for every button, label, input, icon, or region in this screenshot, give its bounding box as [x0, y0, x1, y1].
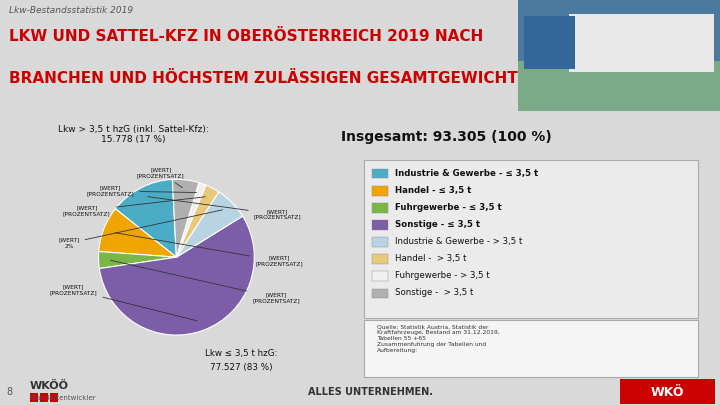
Wedge shape — [99, 216, 254, 335]
Text: Lkw-Bestandsstatistik 2019: Lkw-Bestandsstatistik 2019 — [9, 6, 133, 15]
Text: [WERT]
[PROZENTSATZ]: [WERT] [PROZENTSATZ] — [63, 197, 205, 216]
Bar — [40, 393, 48, 402]
Text: Standortentwickler: Standortentwickler — [30, 395, 96, 401]
Text: Sonstige - ≤ 3,5 t: Sonstige - ≤ 3,5 t — [395, 220, 480, 229]
Bar — [372, 220, 388, 230]
Wedge shape — [176, 185, 219, 257]
Wedge shape — [176, 192, 243, 257]
Bar — [518, 61, 720, 111]
Text: [WERT]
[PROZENTSATZ]: [WERT] [PROZENTSATZ] — [115, 233, 303, 266]
Text: Sonstige -  > 3,5 t: Sonstige - > 3,5 t — [395, 288, 474, 297]
Bar — [524, 16, 575, 69]
FancyBboxPatch shape — [364, 320, 698, 377]
Text: Quelle: Statistik Austria, Statistik der
Kraftfahrzeuge, Bestand am 31.12.2019,
: Quelle: Statistik Austria, Statistik der… — [377, 324, 500, 353]
Text: LKW UND SATTEL-KFZ IN OBERÖSTERREICH 2019 NACH: LKW UND SATTEL-KFZ IN OBERÖSTERREICH 201… — [9, 29, 484, 44]
Bar — [372, 186, 388, 196]
Bar — [569, 15, 714, 72]
FancyBboxPatch shape — [364, 160, 698, 318]
Text: Lkw ≤ 3,5 t hzG:: Lkw ≤ 3,5 t hzG: — [205, 349, 277, 358]
Text: [WERT]
[PROZENTSATZ]: [WERT] [PROZENTSATZ] — [111, 260, 300, 303]
Bar — [30, 393, 38, 402]
Text: Fuhrgewerbe - ≤ 3,5 t: Fuhrgewerbe - ≤ 3,5 t — [395, 203, 502, 212]
Text: ALLES UNTERNEHMEN.: ALLES UNTERNEHMEN. — [307, 387, 433, 397]
Text: [WERT]
[PROZENTSATZ]: [WERT] [PROZENTSATZ] — [137, 168, 185, 188]
Text: [WERT]
[PROZENTSATZ]: [WERT] [PROZENTSATZ] — [50, 284, 197, 321]
Bar — [372, 203, 388, 213]
Bar — [50, 393, 58, 402]
Bar — [372, 237, 388, 247]
Bar — [372, 271, 388, 281]
Wedge shape — [172, 179, 199, 257]
Text: Handel -  > 3,5 t: Handel - > 3,5 t — [395, 254, 467, 263]
Wedge shape — [115, 179, 176, 257]
Bar — [372, 254, 388, 264]
Bar — [620, 379, 715, 404]
Text: Lkw > 3,5 t hzG (inkl. Sattel-Kfz):
15.778 (17 %): Lkw > 3,5 t hzG (inkl. Sattel-Kfz): 15.7… — [58, 125, 209, 144]
Text: Fuhrgewerbe - > 3,5 t: Fuhrgewerbe - > 3,5 t — [395, 271, 490, 280]
Text: Industrie & Gewerbe - ≤ 3,5 t: Industrie & Gewerbe - ≤ 3,5 t — [395, 168, 539, 177]
Text: Handel - ≤ 3,5 t: Handel - ≤ 3,5 t — [395, 185, 472, 195]
Text: WKÖ: WKÖ — [650, 386, 684, 399]
Text: 8: 8 — [6, 387, 12, 397]
Text: [WERT]
2%: [WERT] 2% — [58, 210, 222, 249]
Text: Industrie & Gewerbe - > 3,5 t: Industrie & Gewerbe - > 3,5 t — [395, 237, 523, 246]
Text: Insgesamt: 93.305 (100 %): Insgesamt: 93.305 (100 %) — [341, 130, 552, 144]
Wedge shape — [99, 209, 176, 257]
Text: WKÖÖ: WKÖÖ — [30, 381, 69, 391]
Wedge shape — [176, 183, 206, 257]
Wedge shape — [99, 252, 176, 269]
Text: [WERT]
[PROZENTSATZ]: [WERT] [PROZENTSATZ] — [148, 197, 302, 220]
Text: [WERT]
[PROZENTSATZ]: [WERT] [PROZENTSATZ] — [86, 185, 197, 196]
Bar — [372, 288, 388, 298]
Bar — [372, 169, 388, 179]
Text: 77.527 (83 %): 77.527 (83 %) — [210, 363, 272, 372]
Text: BRANCHEN UND HÖCHSTEM ZULÄSSIGEN GESAMTGEWICHT: BRANCHEN UND HÖCHSTEM ZULÄSSIGEN GESAMTG… — [9, 71, 518, 86]
